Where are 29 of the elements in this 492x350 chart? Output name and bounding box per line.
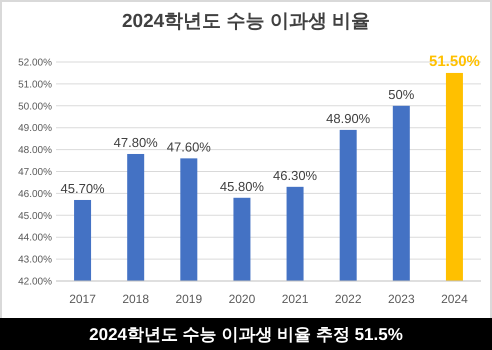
chart-title: 2024학년도 수능 이과생 비율 (122, 11, 370, 32)
y-tick-label: 51.00% (18, 79, 52, 90)
x-tick-label: 2020 (228, 292, 256, 306)
x-tick-label: 2023 (388, 292, 415, 306)
data-label: 51.50% (429, 52, 480, 70)
x-tick-label: 2018 (122, 292, 150, 306)
text: 2024학년도 수능 이과생 비율 추정 51.5% (89, 325, 403, 344)
y-tick-label: 45.00% (18, 210, 52, 222)
x-tick-label: 2021 (282, 292, 309, 306)
data-label: 47.80% (114, 134, 158, 150)
x-tick-label: 2017 (69, 292, 96, 306)
data-label: 48.90% (326, 110, 371, 126)
y-tick-label: 44.00% (18, 232, 52, 244)
x-tick-label: 2019 (175, 292, 202, 306)
x-tick-label: 2024 (441, 292, 468, 306)
y-tick-label: 50.00% (18, 101, 52, 112)
y-tick-label: 46.00% (18, 188, 52, 200)
data-label: 45.80% (220, 178, 264, 194)
x-tick-label: 2022 (334, 292, 362, 306)
y-tick-label: 47.00% (18, 167, 52, 178)
y-tick-label: 49.00% (18, 123, 52, 134)
y-tick-label: 52.00% (18, 58, 52, 68)
data-label: 45.70% (60, 180, 106, 196)
y-tick-label: 42.00% (18, 276, 52, 288)
y-tick-label: 43.00% (18, 254, 52, 266)
data-label: 47.60% (166, 139, 212, 154)
data-label: 50% (388, 86, 415, 102)
data-label: 46.30% (273, 168, 318, 183)
y-tick-label: 48.00% (18, 145, 52, 156)
